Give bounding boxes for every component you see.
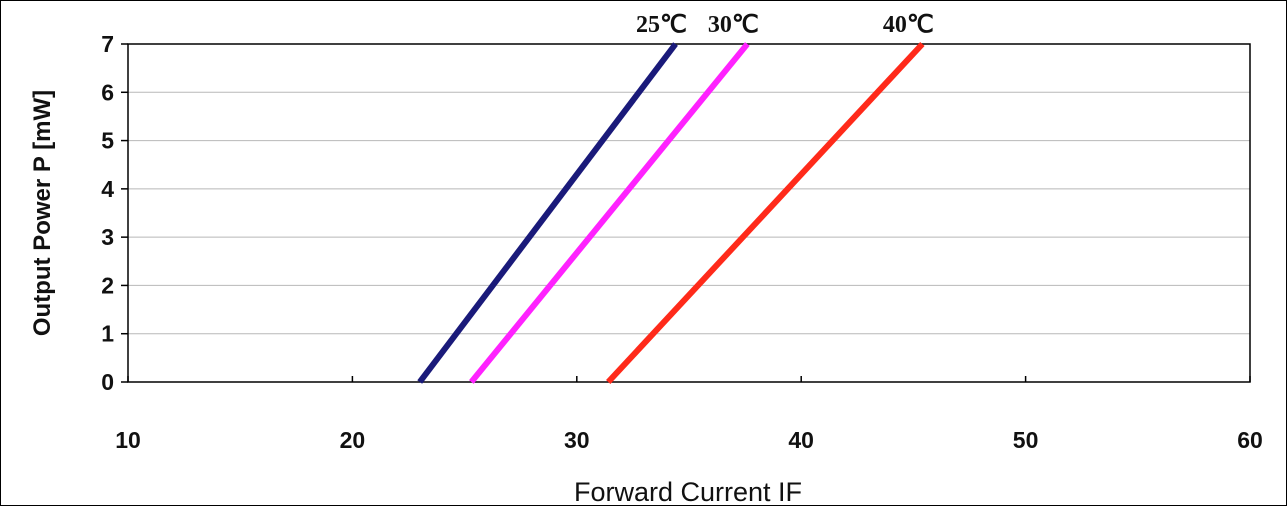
x-tick-label: 40: [788, 427, 814, 453]
y-tick-label: 1: [101, 321, 114, 347]
y-tick-label: 7: [101, 31, 114, 57]
y-tick-label: 6: [101, 79, 114, 105]
x-tick-label: 30: [564, 427, 590, 453]
y-tick-label: 2: [101, 272, 114, 298]
y-tick-label: 0: [101, 369, 114, 395]
series-labels: 25℃ 30℃ 40℃: [636, 12, 934, 38]
y-tick-label: 5: [101, 128, 114, 154]
series-lines: [417, 41, 925, 385]
series-label-2: 40℃: [883, 12, 934, 38]
series-line-2: [606, 41, 925, 385]
y-axis: 0 1 2 3 4 5 6 7: [101, 31, 128, 395]
x-axis-title: Forward Current IF: [574, 477, 802, 506]
grid-lines: [128, 91, 1250, 335]
x-axis: 10 20 30 40 50 60: [115, 376, 1263, 453]
y-axis-title: Output Power P [mW]: [29, 90, 56, 336]
series-line-1: [469, 42, 750, 384]
x-tick-label: 50: [1013, 427, 1039, 453]
series-line-0: [417, 42, 678, 384]
y-tick-label: 4: [101, 176, 114, 202]
x-tick-label: 10: [115, 427, 141, 453]
plot-area: [127, 43, 1251, 383]
series-label-0: 25℃: [636, 12, 687, 38]
x-tick-label: 20: [340, 427, 366, 453]
y-tick-label: 3: [101, 224, 114, 250]
series-label-1: 30℃: [708, 12, 759, 38]
x-tick-label: 60: [1237, 427, 1263, 453]
